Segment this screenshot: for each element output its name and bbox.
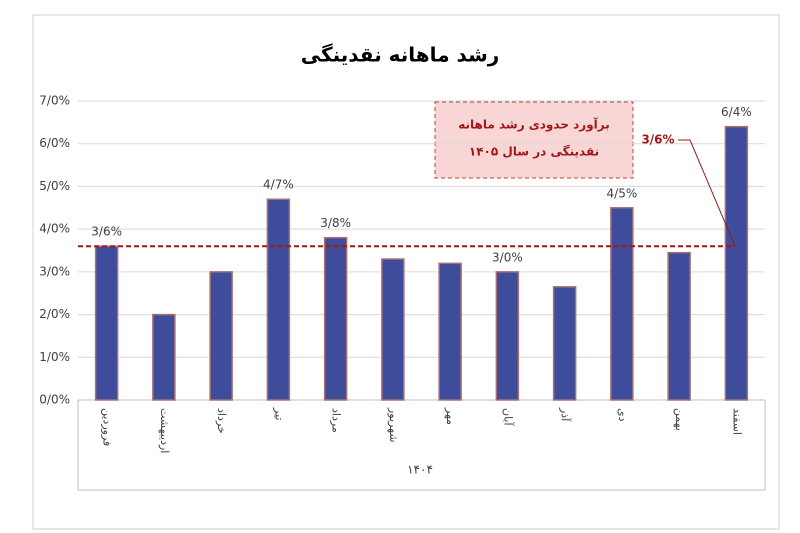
y-tick-label: 2/0% [39,307,70,321]
bar [610,207,634,401]
bar [152,313,176,401]
x-tick-label: تیر [272,407,285,420]
chart-title: رشد ماهانه نقدینگی [301,43,500,67]
x-tick-label: مرداد [330,408,343,433]
y-tick-label: 7/0% [39,94,70,108]
bar [323,236,348,401]
y-tick-label: 4/0% [39,222,70,236]
y-tick-label: 5/0% [39,179,70,193]
x-tick-label: مهر [444,407,457,425]
leader-line [678,139,736,247]
value-label: 6/4% [721,105,752,119]
annotation-text: برآورد حدودی رشد ماهانه [458,117,610,133]
bar [495,271,520,401]
bar [209,271,233,401]
y-tick-label: 3/0% [39,264,70,278]
bar [667,251,691,401]
x-tick-label: آذر [559,407,573,422]
bar [266,198,291,401]
bar [381,258,405,401]
x-tick-label: دی [616,408,629,422]
value-label: 4/5% [607,186,638,200]
x-tick-label: بهمن [673,408,686,431]
y-tick-label: 6/0% [39,136,70,150]
x-tick-label: خرداد [215,408,228,434]
x-tick-label: شهریور [387,407,400,442]
bar [94,245,119,401]
value-label: 4/7% [263,178,294,192]
x-tick-label: آبان [501,408,515,426]
bar [438,262,462,401]
reference-label: 3/6% [641,133,674,147]
x-group-label: ۱۴۰۴ [407,463,433,477]
value-label: 3/0% [492,250,523,264]
annotation-text: نقدینگی در سال ۱۴۰۵ [469,145,599,159]
y-tick-label: 0/0% [39,393,70,407]
bar [724,125,749,401]
y-tick-label: 1/0% [39,350,70,364]
annotation-box [434,101,634,179]
value-label: 3/6% [91,225,122,239]
value-label: 3/8% [320,216,351,230]
x-tick-label: اسفند [730,408,743,435]
bar [552,286,577,401]
x-tick-label: اردیبهشت [158,408,171,453]
x-tick-label: فروردین [101,408,114,446]
